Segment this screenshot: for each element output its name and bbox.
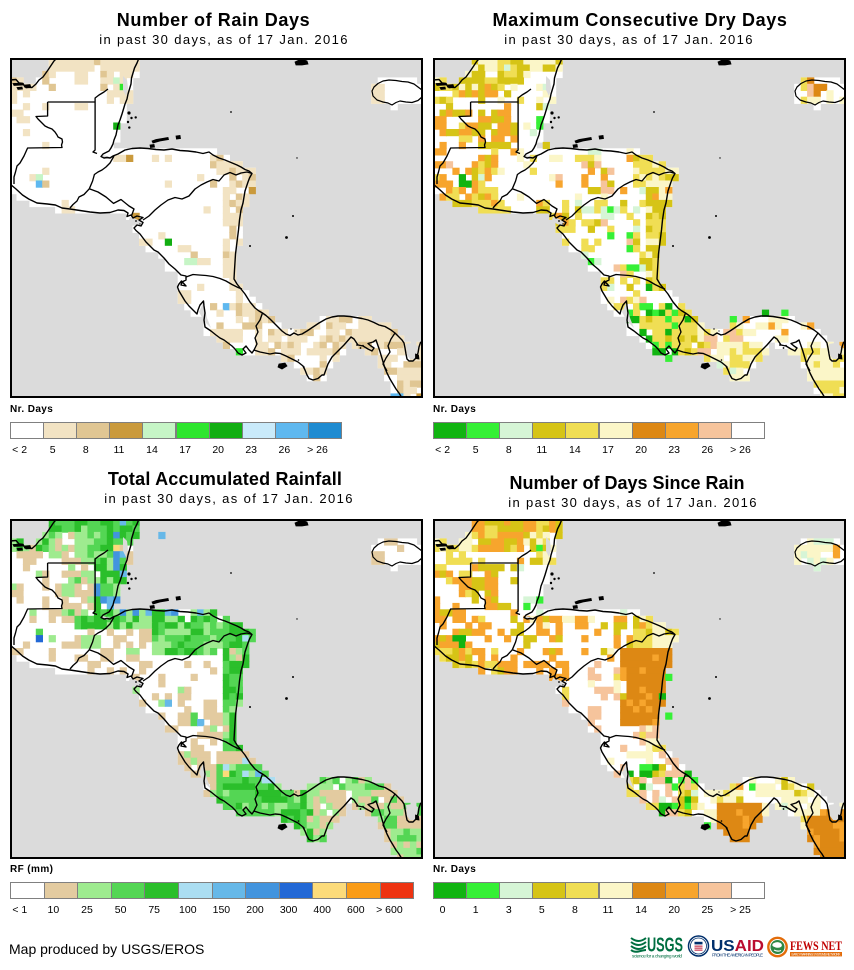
svg-text:EARLY WARNING SYSTEMS NETWORK: EARLY WARNING SYSTEMS NETWORK [792,953,842,957]
svg-text:USGS: USGS [647,935,683,957]
svg-text:science for a changing world: science for a changing world [632,954,682,960]
svg-text:FROM THE AMERICAN PEOPLE: FROM THE AMERICAN PEOPLE [712,953,763,958]
svg-text:FEWS NET: FEWS NET [790,938,842,953]
